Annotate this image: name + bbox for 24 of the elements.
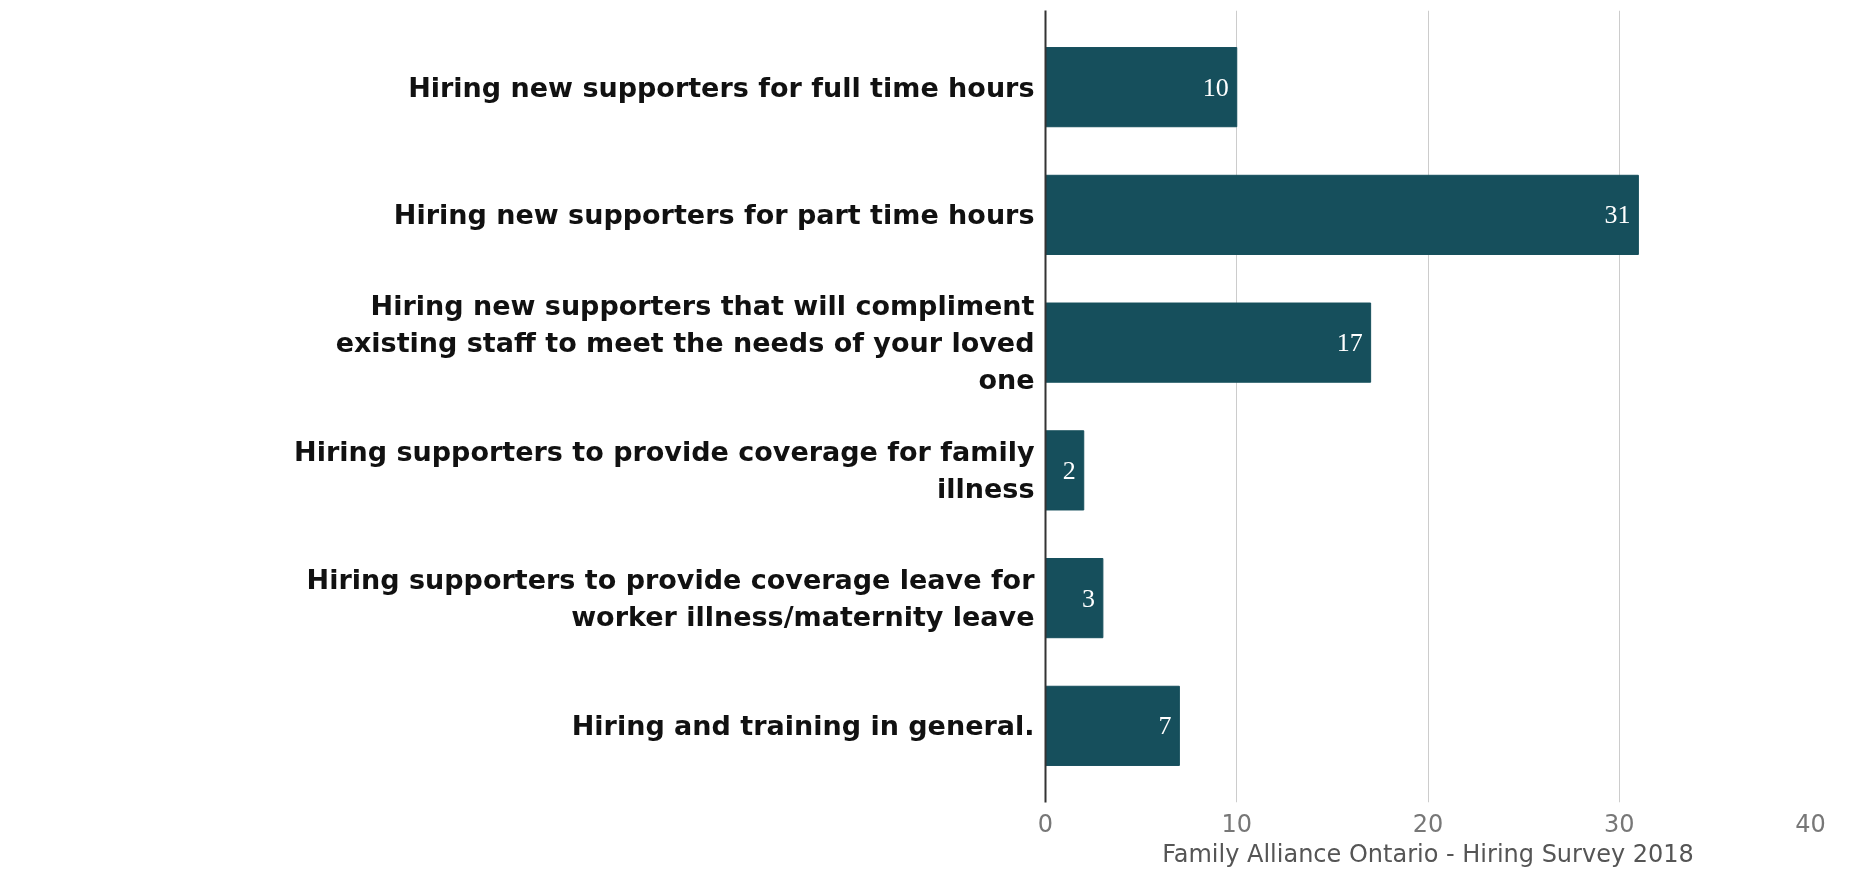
data-label: 3 xyxy=(1081,583,1095,613)
y-tick-label: Hiring new supporters that will compliment existing staff to meet the needs of your loved one xyxy=(335,289,1035,396)
bar xyxy=(1045,302,1372,383)
x-axis-title: Family Alliance Ontario - Hiring Survey 2018 xyxy=(1162,839,1694,868)
data-label: 10 xyxy=(1202,72,1229,102)
y-tick-label: Hiring and training in general. xyxy=(571,710,1035,742)
y-tick-label: Hiring supporters to provide coverage for family illness xyxy=(294,436,1035,505)
x-tick-label: 30 xyxy=(1603,809,1635,838)
bar xyxy=(1045,174,1639,255)
data-label: 2 xyxy=(1062,455,1076,485)
data-label: 17 xyxy=(1336,328,1363,358)
bar xyxy=(1045,430,1085,511)
data-label: 7 xyxy=(1158,711,1172,741)
x-tick-label: 10 xyxy=(1221,809,1253,838)
y-tick-label: Hiring new supporters for part time hours xyxy=(393,199,1035,231)
bar xyxy=(1045,47,1238,128)
bar xyxy=(1045,685,1180,766)
y-tick-label: Hiring new supporters for full time hours xyxy=(408,71,1035,103)
x-tick-label: 40 xyxy=(1795,809,1826,838)
data-label: 31 xyxy=(1604,200,1631,230)
y-tick-label: Hiring supporters to provide coverage leave for worker illness/maternity leave xyxy=(306,564,1036,633)
x-tick-label: 20 xyxy=(1412,809,1444,838)
bar xyxy=(1045,558,1104,639)
x-tick-label: 0 xyxy=(1037,809,1054,838)
